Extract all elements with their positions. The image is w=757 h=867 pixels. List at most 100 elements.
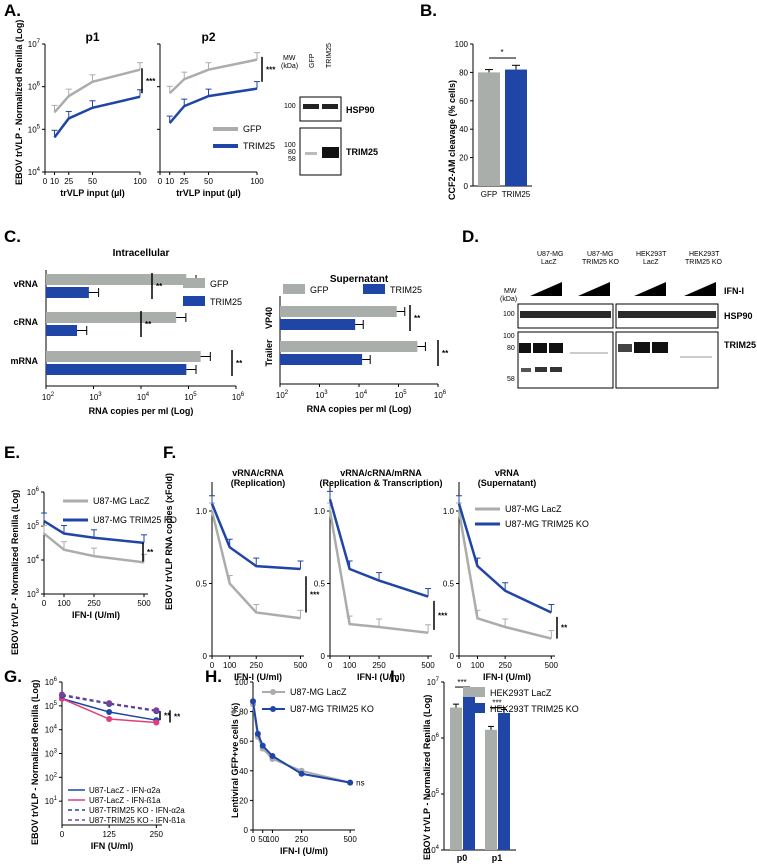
blot-hsp90-band-gfp <box>303 104 319 109</box>
H-xtick-label-0: 0 <box>251 835 256 844</box>
blot-trim25-band-trim25 <box>322 147 339 158</box>
d-marker-100a: 100 <box>503 311 515 318</box>
blot-hsp90-label: HSP90 <box>346 105 375 115</box>
B-ytick-label-5: 100 <box>455 40 469 49</box>
H-xtick-label-1: 50 <box>258 835 267 844</box>
C1-category-2: mRNA <box>10 356 38 366</box>
A1-ytick-label-1: 105 <box>28 124 41 134</box>
A2-series-1 <box>168 87 258 124</box>
C1-legend-swatch-0 <box>183 278 205 288</box>
I-legend-swatch-0 <box>463 687 485 697</box>
G-ytick-label-1: 102 <box>45 772 58 782</box>
d-band-u87-lacz-3 <box>549 343 563 353</box>
H-ytick-label-4: 80 <box>239 708 248 717</box>
A1-xtick-label-0: 0 <box>43 177 48 186</box>
C2-bar-1-1 <box>280 354 363 365</box>
panel-label-h: H. <box>205 667 222 686</box>
C1-bar-0-1 <box>46 287 89 298</box>
G-legend-label-1: U87-LacZ - IFN-ß1a <box>89 796 161 805</box>
F3-xtick-label-0: 0 <box>457 661 462 670</box>
panel-label-g: G. <box>4 667 22 686</box>
C1-bar-2-0 <box>46 351 201 362</box>
F3-xtick-label-2: 250 <box>498 661 512 670</box>
panel-label-e: E. <box>4 443 20 462</box>
H-point-1-3 <box>269 753 276 759</box>
C1-category-0: vRNA <box>13 279 38 289</box>
d-hsp90-label: HSP90 <box>724 311 753 321</box>
C2-sig-1-label: ** <box>442 349 449 358</box>
G-series-3 <box>61 693 157 712</box>
C2-xtick-label-4: 106 <box>434 390 447 400</box>
C1-sig-1-label: ** <box>145 320 152 329</box>
H-point-1-4 <box>298 770 305 777</box>
B-ytick-label-1: 20 <box>459 154 468 163</box>
F1-title-0: vRNA/cRNA <box>232 468 284 478</box>
panel-d-western-blot: U87-MG LacZ U87-MG TRIM25 KO HEK293T Lac… <box>500 251 756 389</box>
d-group-3a: HEK293T <box>636 251 667 258</box>
I-category-1: p1 <box>492 853 503 863</box>
blot-lane-gfp: GFP <box>309 53 316 68</box>
F1-series-1 <box>210 503 301 571</box>
E-xtick-label-3: 500 <box>137 599 151 608</box>
C2-category-1: Trailer <box>264 339 274 367</box>
H-series-1 <box>252 701 351 784</box>
blot-trim25-label: TRIM25 <box>346 147 378 157</box>
C1-xtick-label-0: 102 <box>42 392 55 402</box>
F2-ytick-label-1: 0.5 <box>314 580 326 589</box>
blot-kda-label: (kDa) <box>281 63 298 70</box>
d-band-hek-lacz-1 <box>618 344 632 352</box>
E-series-0 <box>43 532 145 564</box>
C2-xtick-label-2: 104 <box>355 390 368 400</box>
E-xtick-label-0: 0 <box>42 599 47 608</box>
F1-ytick-label-1: 0.5 <box>196 580 208 589</box>
C1-xlabel: RNA copies per ml (Log) <box>89 406 194 416</box>
panel-label-c: C. <box>4 227 21 246</box>
A2-title-0: p2 <box>201 30 215 44</box>
C2-xtick-label-0: 102 <box>276 390 289 400</box>
chart-g: 101 102 103 104 105 106 0 125 250 IFN (U/ml) ** ** E… <box>30 677 186 851</box>
E-series-1 <box>43 519 145 545</box>
A2-sig-label: *** <box>266 65 276 74</box>
panel-label-a: A. <box>4 1 21 20</box>
I-legend-label-1: HEK293T TRIM25 KO <box>490 704 579 714</box>
A1-ytick-label-2: 106 <box>28 82 41 92</box>
A1-xtick-label-3: 50 <box>88 177 97 186</box>
I-bar-0-1 <box>463 692 475 850</box>
legend-trim25-label: TRIM25 <box>243 141 275 151</box>
H-xtick-label-2: 100 <box>266 835 280 844</box>
C1-sig-2-label: ** <box>236 359 243 368</box>
C2-xtick-label-1: 103 <box>315 390 328 400</box>
C1-xtick-label-3: 105 <box>184 392 197 402</box>
ifn-triangle-4 <box>684 282 716 296</box>
B-category-0: GFP <box>481 190 497 199</box>
panel-f-ylabel: EBOV trVLP RNA copies (xFold) <box>164 473 174 610</box>
blot-marker-58: 58 <box>288 156 296 163</box>
A1-xlabel: trVLP input (µl) <box>60 188 125 198</box>
I-category-0: p0 <box>457 853 468 863</box>
chart-c-intracellular: 102 103 104 105 106 vRNA ** cRNA ** mRNA ** Intrace… <box>10 248 244 416</box>
A1-xtick-label-4: 100 <box>133 177 147 186</box>
legend-gfp-label: GFP <box>243 124 262 134</box>
C1-xtick-label-1: 103 <box>89 392 102 402</box>
G-sig-1-label: ** <box>174 712 181 721</box>
panel-label-b: B. <box>420 1 437 20</box>
C2-category-0: VP40 <box>264 307 274 329</box>
d-band-u87-lacz-low-2 <box>535 367 547 372</box>
C1-sig-0-label: ** <box>156 282 163 291</box>
chart-c-supernatant: 102 103 104 105 106 VP40 ** Trailer ** Supernatan… <box>264 274 449 414</box>
E-xtick-label-2: 250 <box>87 599 101 608</box>
E-xtick-label-1: 100 <box>57 599 71 608</box>
blot-marker-100b: 100 <box>284 142 296 149</box>
H-ytick-label-1: 20 <box>239 796 248 805</box>
C2-legend-swatch-1 <box>363 284 385 294</box>
F2-ytick-label-2: 1.0 <box>314 507 326 516</box>
d-group-2b: TRIM25 KO <box>582 259 620 266</box>
C2-bar-1-0 <box>280 341 418 352</box>
d-group-4a: HEK293T <box>689 251 720 258</box>
C1-legend-label-1: TRIM25 <box>210 297 242 307</box>
d-band-hek-ko <box>680 356 712 358</box>
d-band-u87-lacz-1 <box>519 343 531 353</box>
I-bar-0-0 <box>450 707 462 850</box>
G-xtick-label-0: 0 <box>60 830 65 839</box>
d-marker-58: 58 <box>507 376 515 383</box>
